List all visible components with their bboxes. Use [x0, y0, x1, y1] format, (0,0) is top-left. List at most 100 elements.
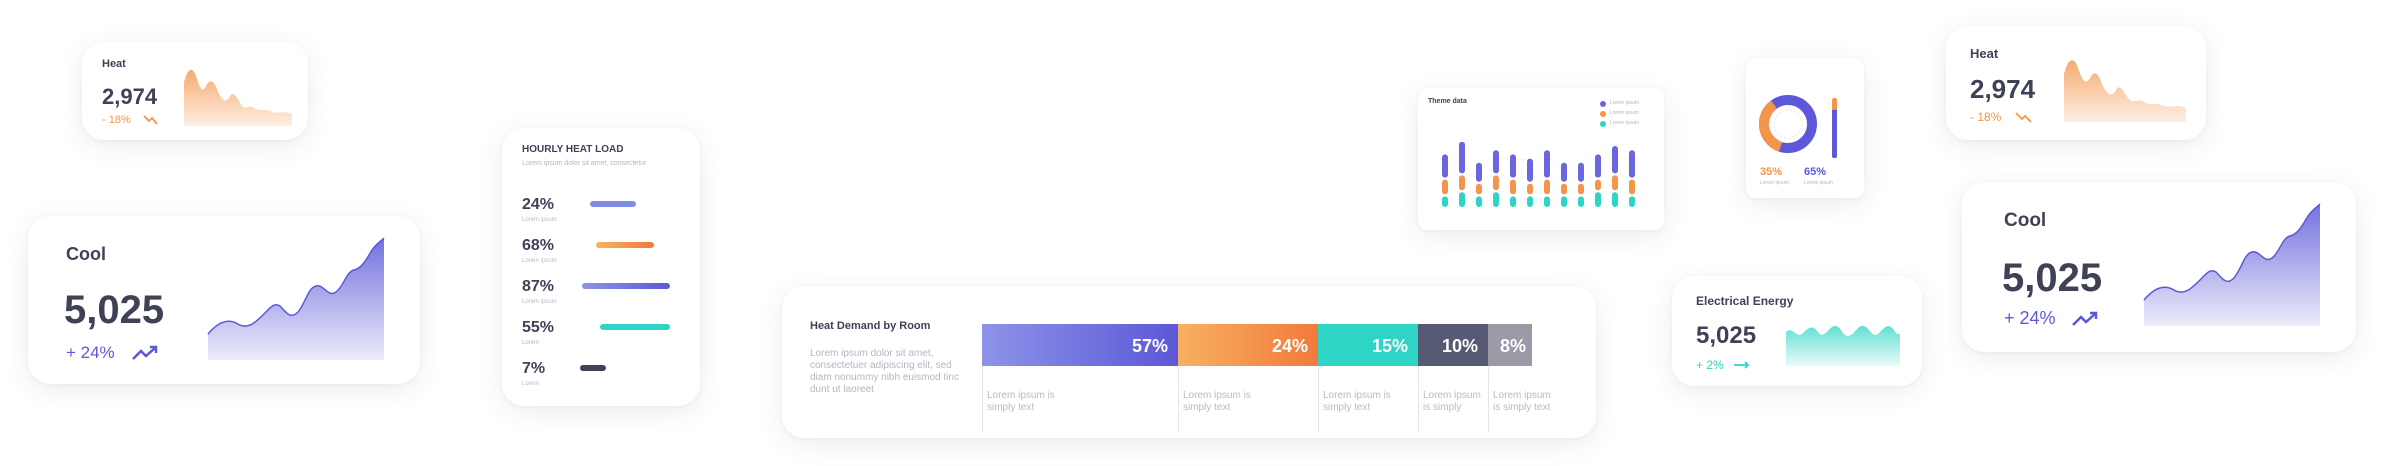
demand-segment-note: Lorem ipsum is simply text — [982, 366, 1057, 432]
chart-bar — [1476, 162, 1482, 182]
chart-bar — [1527, 196, 1533, 207]
heat-value: 2,974 — [102, 84, 158, 109]
hourly-row-bar — [582, 283, 670, 289]
demand-segment-note: Lorem ipsum is simply text — [1488, 366, 1557, 432]
chart-bar — [1510, 154, 1516, 178]
chart-bar — [1493, 192, 1499, 207]
chart-bar — [1544, 196, 1550, 207]
hourly-row-bar — [596, 242, 654, 248]
chart-bar — [1629, 150, 1635, 178]
hourly-row: 68% Lorem ipsum — [522, 237, 692, 273]
hourly-row-pct: 87% — [522, 278, 555, 295]
demand-segment-note: Lorem ipsum is simply — [1418, 366, 1483, 432]
hourly-row: 55% Lorem — [522, 319, 692, 355]
cool-value: 5,025 — [2002, 256, 2103, 300]
heat-card-right: Heat 2,974 - 18% — [1946, 26, 2206, 140]
chart-bar — [1578, 183, 1584, 195]
hourly-row-pct: 55% — [522, 319, 555, 336]
chart-bar — [1578, 196, 1584, 207]
heat-title: Heat — [1970, 46, 1999, 61]
donut-right-pct: 65% — [1804, 166, 1827, 178]
theme-data-card: Theme data Lorem ipsum Lorem ipsum Lorem… — [1418, 88, 1664, 230]
legend-dot — [1600, 111, 1606, 117]
theme-title: Theme data — [1428, 98, 1467, 105]
chart-bar — [1527, 183, 1533, 195]
demand-segment: 24% — [1178, 324, 1318, 366]
chart-bar — [1493, 175, 1499, 191]
chart-bar — [1595, 179, 1601, 191]
chart-bar — [1459, 175, 1465, 191]
legend-label: Lorem ipsum — [1610, 120, 1639, 126]
donut-left-pct: 35% — [1760, 166, 1783, 178]
demand-segment: 15% — [1318, 324, 1418, 366]
heat-value: 2,974 — [1970, 74, 2036, 104]
trend-down-icon — [143, 115, 158, 125]
heat-sparkline — [184, 69, 292, 126]
demand-segment-pct: 10% — [1441, 336, 1478, 356]
donut-chart — [1759, 95, 1817, 153]
hourly-row-pct: 7% — [522, 360, 546, 377]
chart-bar — [1561, 196, 1567, 207]
hourly-row: 87% Lorem ipsum — [522, 278, 692, 314]
hourly-subtitle: Lorem ipsum dolor sit amet, consectetur — [522, 160, 647, 167]
hourly-row-label: Lorem — [522, 340, 540, 346]
chart-bar — [1476, 196, 1482, 207]
trend-down-icon — [2015, 112, 2032, 123]
demand-segment-pct: 24% — [1271, 336, 1308, 356]
hourly-row-pct: 68% — [522, 237, 555, 254]
chart-bar — [1612, 175, 1618, 191]
heat-delta: - 18% — [102, 114, 131, 126]
chart-bar — [1561, 183, 1567, 195]
chart-bar — [1442, 154, 1448, 178]
hourly-heat-load-card: HOURLY HEAT LOAD Lorem ipsum dolor sit a… — [502, 128, 700, 406]
demand-segment-pct: 15% — [1371, 336, 1408, 356]
hourly-row: 24% Lorem ipsum — [522, 196, 692, 232]
demand-segment: 57% — [982, 324, 1178, 366]
chart-bar — [1629, 179, 1635, 195]
cool-card-left: Cool 5,025 + 24% — [28, 216, 420, 384]
cool-area-chart — [207, 237, 385, 360]
electrical-wave-chart — [1786, 325, 1900, 366]
electrical-delta: + 2% — [1696, 358, 1724, 372]
chart-bar — [1595, 192, 1601, 207]
cool-delta: + 24% — [66, 343, 115, 362]
trend-up-icon — [132, 345, 158, 360]
hourly-row-label: Lorem — [522, 381, 540, 387]
chart-bar — [1510, 179, 1516, 195]
chart-bar — [1510, 196, 1516, 207]
chart-bar — [1459, 192, 1465, 207]
hourly-row-pct: 24% — [522, 196, 555, 213]
chart-bar — [1561, 162, 1567, 182]
theme-stacked-bar-chart — [1432, 141, 1652, 209]
chart-bar — [1459, 141, 1465, 174]
hourly-row-bar — [600, 324, 670, 330]
chart-bar — [1527, 158, 1533, 182]
cool-card-right: Cool 5,025 + 24% — [1962, 182, 2356, 352]
donut-card: 35% Lorem ipsum 65% Lorem ipsum — [1746, 58, 1864, 198]
chart-bar — [1476, 183, 1482, 195]
hourly-row: 7% Lorem — [522, 360, 692, 396]
hourly-row-label: Lorem ipsum — [522, 258, 557, 264]
donut-left-label: Lorem ipsum — [1760, 180, 1789, 186]
chart-bar — [1493, 150, 1499, 174]
heat-sparkline — [2064, 60, 2186, 122]
demand-segment: 10% — [1418, 324, 1488, 366]
heat-title: Heat — [102, 58, 126, 70]
chart-bar — [1629, 196, 1635, 207]
demand-desc: Lorem ipsum dolor sit amet, consectetuer… — [810, 348, 959, 395]
hourly-row-bar — [590, 201, 636, 207]
chart-bar — [1544, 150, 1550, 178]
heat-demand-card: Heat Demand by Room Lorem ipsum dolor si… — [782, 286, 1596, 438]
legend-dot — [1600, 121, 1606, 127]
electrical-energy-card: Electrical Energy 5,025 + 2% — [1672, 276, 1922, 386]
heat-delta: - 18% — [1970, 110, 2002, 124]
hourly-row-bar — [580, 365, 606, 371]
donut-right-label: Lorem ipsum — [1804, 180, 1833, 186]
demand-segment-note: Lorem ipsum is simply text — [1178, 366, 1253, 432]
electrical-title: Electrical Energy — [1696, 294, 1794, 308]
hourly-title: HOURLY HEAT LOAD — [522, 144, 624, 155]
demand-segment-note: Lorem ipsum is simply text — [1318, 366, 1393, 432]
chart-bar — [1612, 146, 1618, 174]
legend-label: Lorem ipsum — [1610, 110, 1639, 116]
trend-flat-icon — [1734, 361, 1750, 369]
